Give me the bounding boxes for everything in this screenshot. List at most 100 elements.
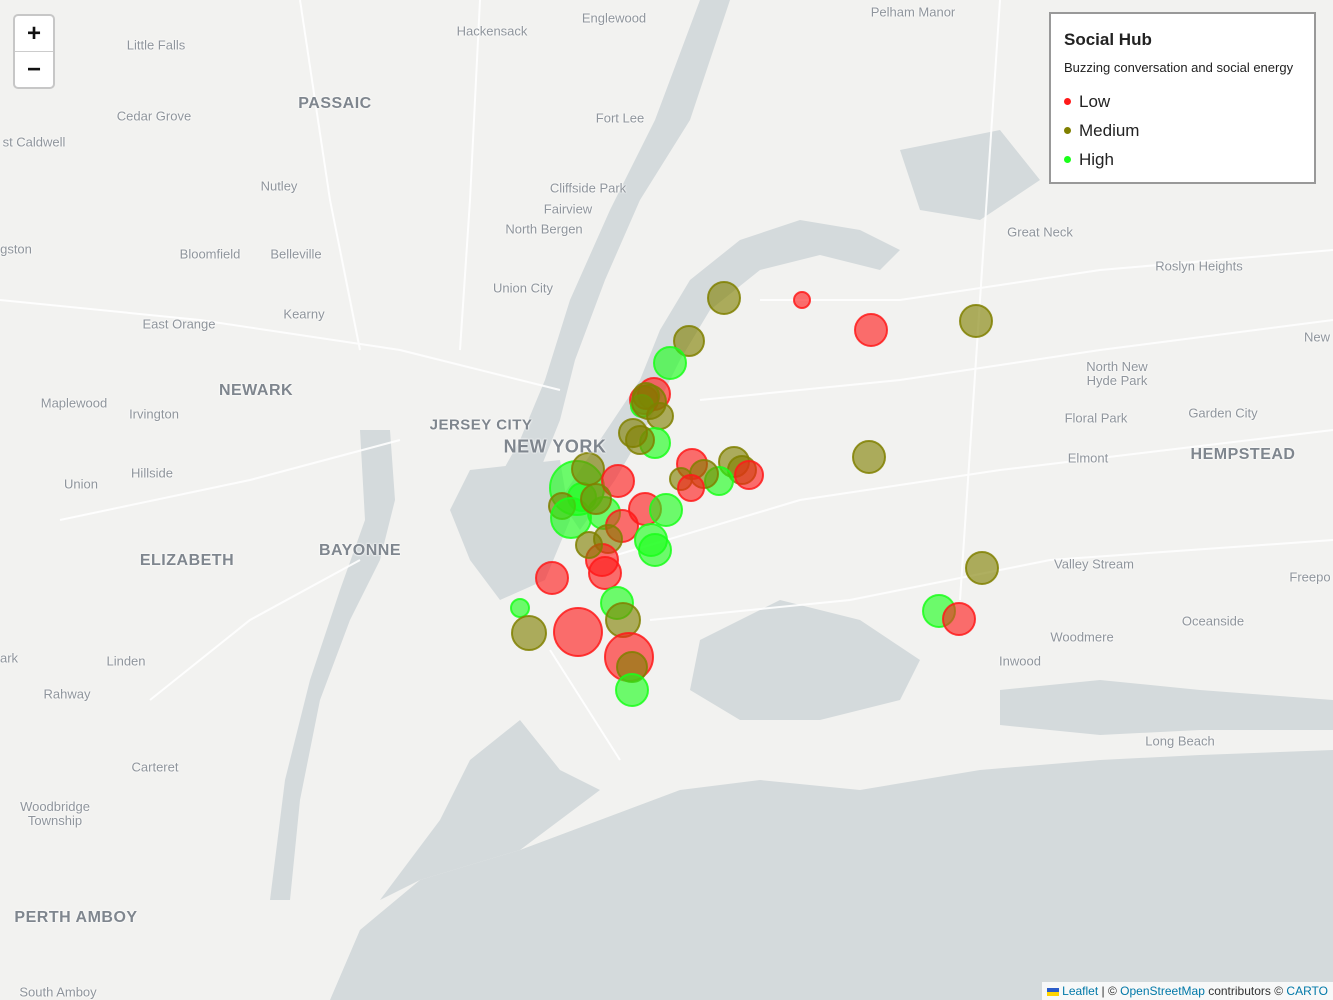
place-label: East Orange <box>142 316 216 332</box>
venue-marker-medium[interactable] <box>511 615 547 651</box>
place-label: Valley Stream <box>1054 556 1134 572</box>
place-label: PASSAIC <box>298 95 372 112</box>
place-label: Union City <box>493 280 553 296</box>
osm-link[interactable]: OpenStreetMap <box>1120 984 1205 998</box>
attribution: Leaflet | © OpenStreetMap contributors ©… <box>1042 982 1333 1000</box>
place-label: Linden <box>106 653 146 669</box>
zoom-control: + − <box>13 14 55 89</box>
place-label: Rahway <box>43 686 91 702</box>
place-label: Union <box>64 476 98 492</box>
medium-dot-icon <box>1064 127 1071 134</box>
place-label: JERSEY CITY <box>429 416 533 434</box>
place-label: BAYONNE <box>318 542 402 559</box>
place-label: Hillside <box>131 465 173 481</box>
place-label: Belleville <box>270 246 322 262</box>
long-island-sound <box>900 130 1040 220</box>
place-label: Woodbridge Township <box>20 799 90 828</box>
south-shore-bays <box>1000 680 1333 735</box>
venue-marker-medium[interactable] <box>571 452 605 486</box>
place-label: Floral Park <box>1064 410 1128 426</box>
hudson-river <box>495 0 730 500</box>
legend-subtitle: Buzzing conversation and social energy <box>1064 60 1294 75</box>
legend-label: Medium <box>1079 120 1140 140</box>
place-label: Irvington <box>129 406 179 422</box>
place-label: NEW YORK <box>503 436 607 457</box>
place-label: PERTH AMBOY <box>14 909 138 926</box>
venue-marker-medium[interactable] <box>625 425 655 455</box>
place-label: ark <box>0 650 19 666</box>
leaflet-link[interactable]: Leaflet <box>1062 984 1099 998</box>
place-label: Great Neck <box>1007 224 1073 240</box>
venue-marker-high[interactable] <box>510 598 530 618</box>
venue-marker-medium[interactable] <box>605 602 641 638</box>
venue-marker-low[interactable] <box>854 313 888 347</box>
place-label: Englewood <box>581 10 647 26</box>
venue-marker-low[interactable] <box>601 464 635 498</box>
venue-marker-low[interactable] <box>942 602 976 636</box>
venue-marker-medium[interactable] <box>707 281 741 315</box>
place-label: Fairview <box>543 201 593 217</box>
venue-marker-medium[interactable] <box>965 551 999 585</box>
legend-label: High <box>1079 149 1114 169</box>
place-label: Kearny <box>283 306 325 322</box>
venue-marker-medium[interactable] <box>959 304 993 338</box>
place-label: North New Hyde Park <box>1086 359 1148 388</box>
place-label: Bloomfield <box>179 246 241 262</box>
place-label: Inwood <box>999 653 1041 669</box>
attribution-text: contributors © <box>1204 984 1287 998</box>
place-label: Cedar Grove <box>116 108 192 124</box>
place-label: ELIZABETH <box>139 552 235 569</box>
place-label: Cliffside Park <box>549 180 627 196</box>
venue-marker-low[interactable] <box>535 561 569 595</box>
place-label: Long Beach <box>1145 733 1215 749</box>
place-label: Garden City <box>1188 405 1258 421</box>
lower-bay <box>380 720 600 900</box>
place-label: gston <box>0 241 32 257</box>
place-label: st Caldwell <box>2 134 66 150</box>
legend-item-low: Low <box>1064 87 1301 116</box>
zoom-out-button[interactable]: − <box>15 51 53 87</box>
jamaica-bay <box>690 600 920 720</box>
place-label: Woodmere <box>1050 629 1114 645</box>
legend: Social Hub Buzzing conversation and soci… <box>1049 12 1316 184</box>
venue-marker-medium[interactable] <box>580 483 612 515</box>
venue-marker-high[interactable] <box>638 533 672 567</box>
place-label: New <box>1303 329 1331 345</box>
venue-marker-low[interactable] <box>734 460 764 490</box>
newark-bay <box>270 430 395 900</box>
venue-marker-low[interactable] <box>677 474 705 502</box>
place-label: Freepo <box>1289 569 1331 585</box>
venue-marker-medium[interactable] <box>575 531 603 559</box>
place-label: Elmont <box>1067 450 1109 466</box>
carto-link[interactable]: CARTO <box>1286 984 1328 998</box>
place-label: NEWARK <box>218 382 294 399</box>
legend-item-high: High <box>1064 145 1301 174</box>
place-label: Hackensack <box>456 23 528 39</box>
venue-marker-medium[interactable] <box>632 382 660 410</box>
road-network <box>0 0 1333 761</box>
low-dot-icon <box>1064 98 1071 105</box>
place-label: Nutley <box>260 178 298 194</box>
place-label: Maplewood <box>40 395 108 411</box>
place-label: Carteret <box>131 759 179 775</box>
upper-bay <box>450 460 570 600</box>
venue-marker-low[interactable] <box>793 291 811 309</box>
legend-label: Low <box>1079 91 1111 111</box>
venue-marker-medium[interactable] <box>852 440 886 474</box>
place-label: Oceanside <box>1181 613 1245 629</box>
ukraine-flag-icon <box>1047 987 1060 996</box>
venue-marker-medium[interactable] <box>673 325 705 357</box>
place-label: HEMPSTEAD <box>1190 446 1296 463</box>
venue-marker-high[interactable] <box>653 346 687 380</box>
venue-marker-low[interactable] <box>553 607 603 657</box>
venue-marker-high[interactable] <box>649 493 683 527</box>
venue-marker-high[interactable] <box>615 673 649 707</box>
high-dot-icon <box>1064 156 1071 163</box>
zoom-in-button[interactable]: + <box>26 20 41 47</box>
place-label: North Bergen <box>505 221 583 237</box>
attribution-separator: | © <box>1098 984 1121 998</box>
place-label: Roslyn Heights <box>1155 258 1243 274</box>
venue-marker-low[interactable] <box>588 556 622 590</box>
atlantic-ocean <box>330 750 1333 1000</box>
